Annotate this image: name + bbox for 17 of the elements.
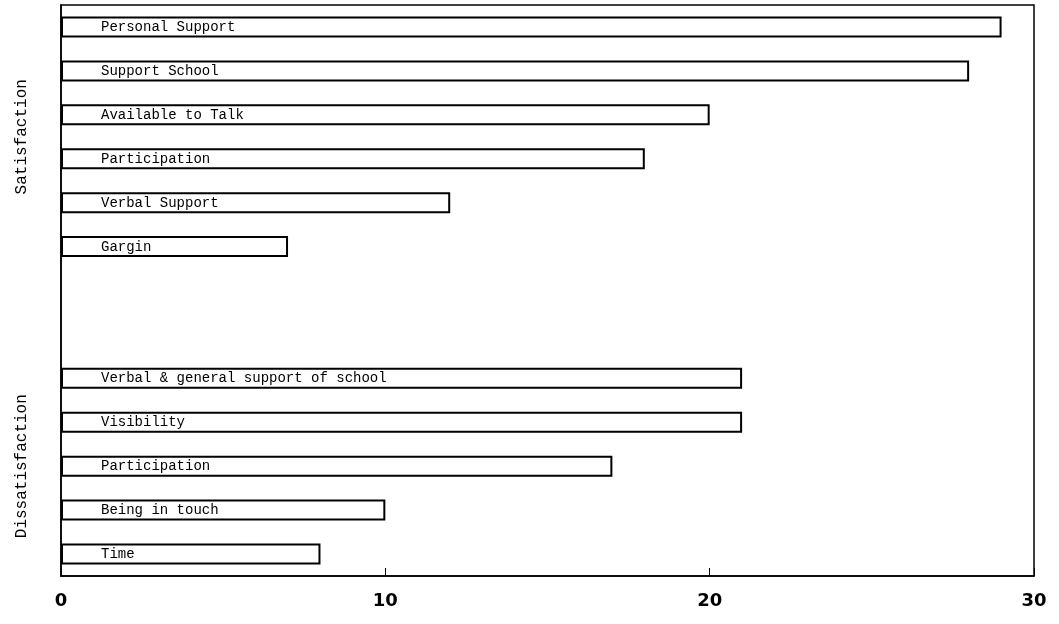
y-tick-label: Verbal Support	[101, 194, 219, 211]
text: Dissatisfaction	[13, 394, 31, 539]
x-tick-label: 0	[54, 588, 68, 610]
x-tick-label: 20	[697, 588, 723, 610]
y-tick-label: Participation	[101, 458, 211, 475]
y-tick-label: Verbal & general support of school	[101, 370, 387, 387]
y-tick-label: Gargin	[101, 238, 152, 255]
y-tick-label: Participation	[101, 150, 211, 167]
y-tick-label: Visibility	[101, 414, 186, 431]
y-tick-label: Time	[101, 546, 135, 563]
y-tick-label: Personal Support	[101, 18, 236, 35]
x-tick-label: 10	[372, 588, 398, 610]
y-tick-label: Available to Talk	[101, 106, 244, 123]
text: Satisfaction	[13, 79, 31, 195]
y-tick-label: Support School	[101, 62, 219, 79]
y-tick-label: Being in touch	[101, 502, 219, 519]
x-tick-label: 30	[1021, 588, 1047, 610]
